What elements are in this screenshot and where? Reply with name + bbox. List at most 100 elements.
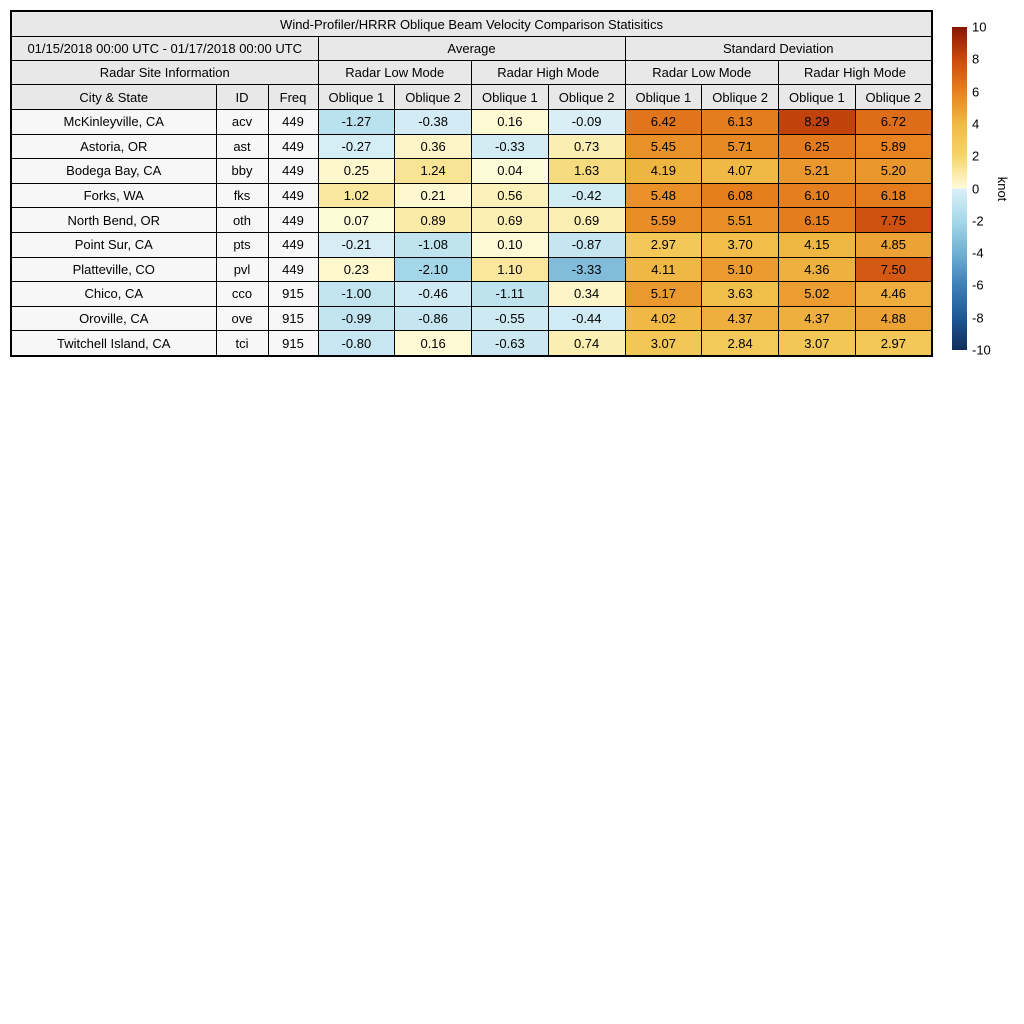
table-row: North Bend, OR oth 449 0.07 0.89 0.69 0.69 5.59… [10, 207, 933, 233]
value-cell: 1.02 [317, 182, 396, 209]
city-cell: Oroville, CA [10, 305, 217, 332]
id-cell: pts [215, 231, 269, 258]
value-cell: 6.10 [778, 182, 856, 209]
value-cell: 5.89 [854, 133, 933, 160]
value-cell: 4.46 [854, 281, 933, 307]
value-cell: -1.00 [317, 281, 396, 307]
value-cell: 6.13 [701, 109, 779, 135]
group-header-standard-deviation: Standard Deviation [624, 36, 933, 61]
freq-cell: 449 [267, 182, 319, 209]
colorbar-tick-label: 6 [972, 84, 980, 100]
date-range: 01/15/2018 00:00 UTC - 01/17/2018 00:00 … [10, 36, 319, 61]
value-cell: 4.11 [624, 256, 703, 283]
colorbar-tick-label: 0 [972, 181, 980, 196]
table-row: Oroville, CA ove 915 -0.99 -0.86 -0.55 -0.44 4.… [10, 305, 933, 332]
colorbar-tick-label: -2 [972, 213, 984, 229]
value-cell: 6.18 [854, 182, 933, 209]
value-cell: -0.86 [394, 305, 472, 332]
value-cell: 5.51 [701, 207, 779, 233]
city-cell: Forks, WA [10, 182, 217, 209]
value-cell: 1.63 [547, 158, 626, 184]
col-header-oblique-1: Oblique 1 [317, 84, 396, 110]
value-cell: 5.45 [624, 133, 703, 160]
value-cell: 6.25 [778, 133, 856, 160]
colorbar-tick-label: -6 [972, 277, 984, 293]
value-cell: 4.37 [778, 305, 856, 332]
value-cell: -0.99 [317, 305, 396, 332]
city-cell: McKinleyville, CA [10, 109, 217, 135]
mode-header-avg-low: Radar Low Mode [317, 60, 472, 85]
freq-cell: 449 [267, 109, 319, 135]
id-cell: ove [215, 305, 269, 332]
value-cell: 4.36 [778, 256, 856, 283]
col-header-oblique-1: Oblique 1 [624, 84, 703, 110]
freq-cell: 449 [267, 158, 319, 184]
value-cell: -0.09 [547, 109, 626, 135]
colorbar-area: 10 8 6 4 2 0 -2 -4 -6 -8 -10 knot [952, 21, 1024, 357]
value-cell: 3.07 [624, 330, 703, 357]
value-cell: 0.56 [471, 182, 549, 209]
value-cell: 4.19 [624, 158, 703, 184]
col-header-oblique-2: Oblique 2 [854, 84, 933, 110]
city-cell: Platteville, CO [10, 256, 217, 283]
colorbar-tick-label: -8 [972, 310, 984, 326]
colorbar-tick-label: 4 [972, 116, 980, 132]
value-cell: 2.97 [624, 231, 703, 258]
mode-header-std-high: Radar High Mode [778, 60, 933, 85]
table-row: Platteville, CO pvl 449 0.23 -2.10 1.10 -3.33 4… [10, 256, 933, 283]
value-cell: -2.10 [394, 256, 472, 283]
value-cell: -1.11 [471, 281, 549, 307]
value-cell: -1.08 [394, 231, 472, 258]
value-cell: 4.37 [701, 305, 779, 332]
value-cell: 5.48 [624, 182, 703, 209]
value-cell: 5.02 [778, 281, 856, 307]
table-row: Forks, WA fks 449 1.02 0.21 0.56 -0.42 5.48 6.08… [10, 182, 933, 209]
value-cell: 3.70 [701, 231, 779, 258]
value-cell: 4.07 [701, 158, 779, 184]
value-cell: 0.74 [547, 330, 626, 357]
freq-cell: 915 [267, 330, 319, 357]
col-header-freq: Freq [267, 84, 319, 110]
table-row: Chico, CA cco 915 -1.00 -0.46 -1.11 0.34 5.17 3.… [10, 281, 933, 307]
value-cell: 0.69 [471, 207, 549, 233]
value-cell: -0.33 [471, 133, 549, 160]
colorbar-axis-label: knot [995, 176, 1010, 201]
mode-header-std-low: Radar Low Mode [624, 60, 779, 85]
value-cell: 0.21 [394, 182, 472, 209]
value-cell: 8.29 [778, 109, 856, 135]
id-cell: tci [215, 330, 269, 357]
colorbar-tick-label: 8 [972, 51, 980, 67]
col-header-oblique-2: Oblique 2 [701, 84, 779, 110]
value-cell: 2.84 [701, 330, 779, 357]
city-cell: Twitchell Island, CA [10, 330, 217, 357]
col-header-oblique-1: Oblique 1 [471, 84, 549, 110]
value-cell: 0.73 [547, 133, 626, 160]
value-cell: 5.17 [624, 281, 703, 307]
col-header-oblique-2: Oblique 2 [394, 84, 472, 110]
value-cell: 0.36 [394, 133, 472, 160]
value-cell: -0.55 [471, 305, 549, 332]
value-cell: 6.72 [854, 109, 933, 135]
value-cell: 3.63 [701, 281, 779, 307]
value-cell: -0.63 [471, 330, 549, 357]
id-cell: ast [215, 133, 269, 160]
value-cell: -0.42 [547, 182, 626, 209]
colorbar-tick-label: -4 [972, 245, 984, 261]
value-cell: -0.87 [547, 231, 626, 258]
value-cell: 4.02 [624, 305, 703, 332]
figure-title: Wind-Profiler/HRRR Oblique Beam Velocity… [10, 10, 933, 37]
mode-header-row: Radar Site Information Radar Low Mode Ra… [10, 60, 933, 85]
value-cell: 0.89 [394, 207, 472, 233]
freq-cell: 449 [267, 231, 319, 258]
value-cell: -0.38 [394, 109, 472, 135]
col-header-id: ID [215, 84, 269, 110]
colorbar-tick-label: 10 [972, 19, 987, 35]
col-header-oblique-2: Oblique 2 [547, 84, 626, 110]
value-cell: 0.25 [317, 158, 396, 184]
value-cell: 6.08 [701, 182, 779, 209]
value-cell: 0.34 [547, 281, 626, 307]
city-cell: Astoria, OR [10, 133, 217, 160]
value-cell: -0.21 [317, 231, 396, 258]
freq-cell: 915 [267, 305, 319, 332]
